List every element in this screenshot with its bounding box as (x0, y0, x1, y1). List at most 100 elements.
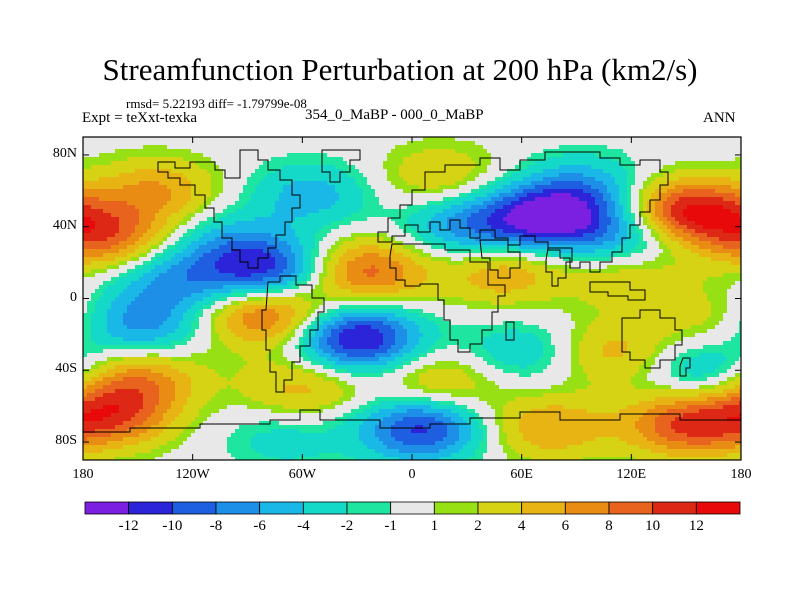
field-cell (299, 177, 304, 182)
field-cell (107, 185, 112, 190)
field-cell (263, 449, 268, 454)
field-cell (119, 385, 124, 390)
field-cell (299, 205, 304, 210)
field-cell (123, 309, 128, 314)
field-cell (207, 237, 212, 242)
field-cell (143, 341, 148, 346)
field-cell (303, 413, 308, 418)
field-cell (259, 381, 264, 386)
field-cell (95, 229, 100, 234)
field-cell (247, 233, 252, 238)
field-cell (175, 177, 180, 182)
field-cell (231, 413, 236, 418)
field-cell (251, 381, 256, 386)
field-cell (187, 285, 192, 290)
field-cell (211, 157, 216, 162)
field-cell (167, 313, 172, 318)
field-cell (239, 429, 244, 434)
field-cell (155, 165, 160, 170)
field-cell (259, 145, 264, 150)
field-cell (259, 261, 264, 266)
field-cell (111, 349, 116, 354)
field-cell (327, 305, 332, 310)
field-cell (191, 221, 196, 226)
field-cell (183, 241, 188, 246)
field-cell (247, 429, 252, 434)
field-cell (99, 261, 104, 266)
field-cell (291, 425, 296, 430)
field-cell (255, 241, 260, 246)
field-cell (211, 169, 216, 174)
field-cell (231, 193, 236, 198)
field-cell (159, 397, 164, 402)
field-cell (223, 305, 228, 310)
field-cell (215, 341, 220, 346)
field-cell (223, 225, 228, 230)
field-cell (251, 249, 256, 254)
field-cell (163, 201, 168, 206)
field-cell (267, 277, 272, 282)
field-cell (115, 325, 120, 330)
field-cell (95, 313, 100, 318)
field-cell (135, 217, 140, 222)
field-cell (259, 349, 264, 354)
field-cell (95, 249, 100, 254)
field-cell (235, 273, 240, 278)
field-cell (135, 377, 140, 382)
field-cell (263, 189, 268, 194)
field-cell (303, 313, 308, 318)
field-cell (91, 453, 96, 458)
field-cell (107, 273, 112, 278)
field-cell (127, 353, 132, 358)
field-cell (143, 353, 148, 358)
field-cell (111, 297, 116, 302)
field-cell (159, 241, 164, 246)
field-cell (319, 433, 324, 438)
field-cell (259, 177, 264, 182)
field-cell (155, 405, 160, 410)
field-cell (239, 389, 244, 394)
field-cell (147, 393, 152, 398)
field-cell (135, 445, 140, 450)
field-cell (223, 325, 228, 330)
field-cell (219, 393, 224, 398)
field-cell (187, 445, 192, 450)
field-cell (295, 329, 300, 334)
field-cell (159, 201, 164, 206)
field-cell (123, 429, 128, 434)
field-cell (91, 449, 96, 454)
field-cell (183, 357, 188, 362)
field-cell (307, 417, 312, 422)
field-cell (203, 245, 208, 250)
field-cell (155, 361, 160, 366)
field-cell (231, 441, 236, 446)
field-cell (199, 301, 204, 306)
field-cell (327, 277, 332, 282)
field-cell (315, 401, 320, 406)
field-cell (283, 401, 288, 406)
field-cell (107, 229, 112, 234)
field-cell (147, 417, 152, 422)
field-cell (303, 229, 308, 234)
field-cell (203, 217, 208, 222)
field-cell (195, 397, 200, 402)
field-cell (155, 289, 160, 294)
field-cell (107, 189, 112, 194)
field-cell (275, 273, 280, 278)
field-cell (211, 269, 216, 274)
field-cell (151, 145, 156, 150)
field-cell (263, 233, 268, 238)
field-cell (231, 145, 236, 150)
field-cell (175, 157, 180, 162)
field-cell (91, 413, 96, 418)
field-cell (83, 201, 88, 206)
field-cell (147, 445, 152, 450)
field-cell (283, 369, 288, 374)
field-cell (119, 393, 124, 398)
field-cell (243, 349, 248, 354)
field-cell (239, 369, 244, 374)
field-cell (175, 217, 180, 222)
field-cell (263, 337, 268, 342)
field-cell (131, 161, 136, 166)
field-cell (127, 229, 132, 234)
